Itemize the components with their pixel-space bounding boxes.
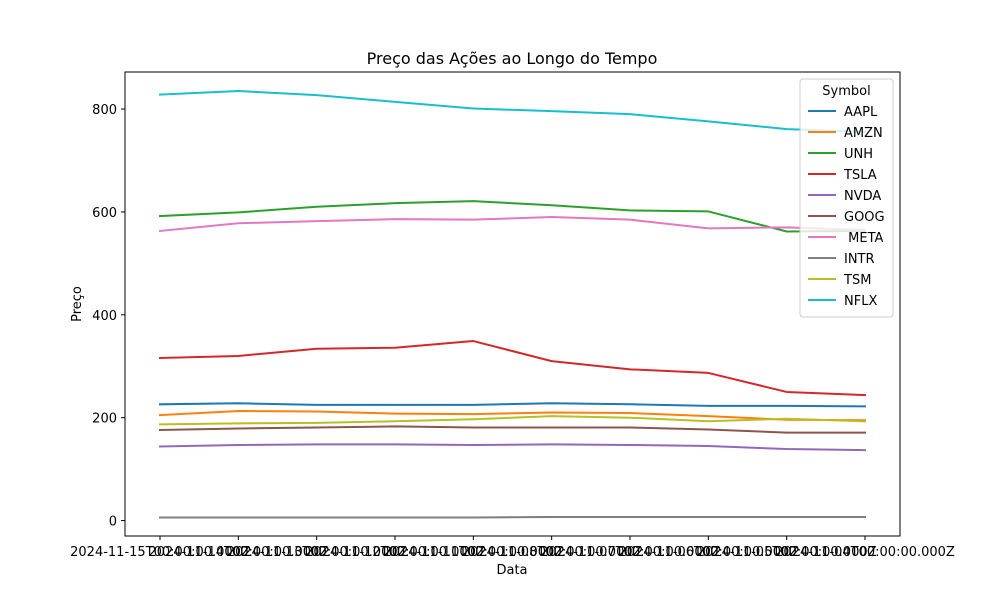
x-tick-label: 2024-11-15T00:00:00.000Z <box>70 545 250 560</box>
legend-entry: AMZN <box>844 126 883 141</box>
chart-title: Preço das Ações ao Longo do Tempo <box>367 49 658 68</box>
series-line-tsla <box>158 340 867 397</box>
y-tick-label: 200 <box>92 412 117 427</box>
series-line-nvda <box>158 443 867 452</box>
legend-entry: INTR <box>844 252 875 267</box>
series-line-nflx <box>158 90 867 133</box>
y-tick-label: 0 <box>109 515 117 530</box>
legend-entry: TSM <box>843 273 871 288</box>
x-tick-label: 2024-11-07T00:00:00.000Z <box>540 545 720 560</box>
series-line-goog <box>158 425 866 434</box>
x-tick-label: 2024-11-04T00:00:00.000Z <box>775 545 955 560</box>
y-axis-title: Preço <box>70 286 85 322</box>
x-tick-label: 2024-11-13T00:00:00.000Z <box>227 545 407 560</box>
series-line-tsm <box>158 415 867 426</box>
legend-entry: UNH <box>844 147 873 162</box>
x-tick-label: 2024-11-08T00:00:00.000Z <box>462 545 642 560</box>
plot-frame <box>124 71 901 537</box>
legend-entry: NFLX <box>844 294 877 309</box>
x-tick-label: 2024-11-05T00:00:00.000Z <box>697 545 877 560</box>
legend-entry: NVDA <box>844 189 881 204</box>
legend: Symbol AAPL AMZN UNH TSLA NVDA GOOG META INTR TS… <box>799 78 894 318</box>
legend-entry: GOOG <box>844 210 885 225</box>
legend-entry: META <box>844 231 883 246</box>
series-line-amzn <box>158 410 867 422</box>
series-line-meta <box>158 216 867 233</box>
legend-entry: TSLA <box>843 168 877 183</box>
x-tick-label: 2024-11-14T00:00:00.000Z <box>148 545 328 560</box>
x-tick-label: 2024-11-06T00:00:00.000Z <box>618 545 798 560</box>
series-line-intr <box>159 515 866 519</box>
legend-entry: AAPL <box>844 105 878 120</box>
x-tick-label: 2024-11-12T00:00:00.000Z <box>305 545 485 560</box>
series-line-unh <box>158 200 867 233</box>
x-tick-label: 2024-11-11T00:00:00.000Z <box>383 545 563 560</box>
y-tick-label: 400 <box>92 309 117 324</box>
y-tick-label: 800 <box>92 103 117 118</box>
series-line-aapl <box>158 402 867 408</box>
x-axis-title: Data <box>496 563 527 578</box>
y-tick-label: 600 <box>92 206 117 221</box>
legend-title: Symbol <box>822 84 870 99</box>
plot-area: 02004006008002024-11-15T00:00:00.000Z202… <box>70 71 955 560</box>
